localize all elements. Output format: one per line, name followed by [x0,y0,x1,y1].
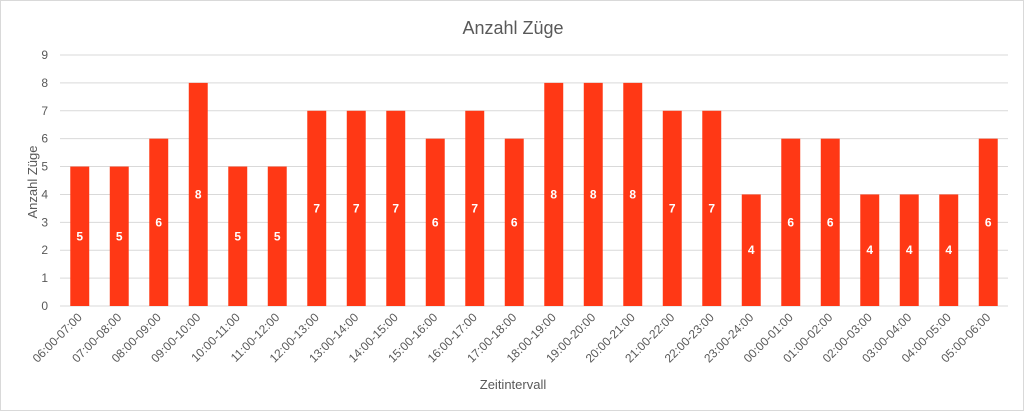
y-tick-label: 3 [41,215,48,229]
data-label: 5 [116,229,123,243]
bar [346,110,366,307]
x-axis-ticks: 06:00-07:0007:00-08:0008:00-09:0009:00-1… [30,310,994,365]
bars [70,82,998,307]
data-label: 5 [76,229,83,243]
data-label: 6 [432,215,439,229]
data-label: 8 [629,187,636,201]
bar [544,82,564,306]
data-label: 4 [748,243,755,257]
data-label: 6 [155,215,162,229]
bar [504,138,524,306]
bar [899,194,919,306]
gridlines [60,54,1008,307]
bar [741,194,761,306]
data-label: 7 [669,201,676,215]
y-axis-title: Anzahl Züge [25,146,40,219]
bar [662,110,682,307]
bar [386,110,406,307]
y-axis-ticks: 0 1 2 3 4 5 6 7 8 9 [41,48,48,313]
bar [228,166,248,306]
data-labels: 5 5 6 8 5 5 7 7 7 6 7 6 8 8 8 7 7 4 6 6 4 4 4 6 [76,187,992,257]
bar [465,110,485,307]
bar [702,110,722,307]
data-label: 7 [708,201,715,215]
bar [978,138,998,306]
data-label: 8 [590,187,597,201]
data-label: 6 [787,215,794,229]
data-label: 7 [353,201,360,215]
data-label: 6 [985,215,992,229]
y-tick-label: 1 [41,271,48,285]
bar [583,82,603,306]
bar [188,82,208,306]
bar [307,110,327,307]
bar [109,166,129,306]
data-label: 7 [313,201,320,215]
data-label: 4 [866,243,873,257]
data-label: 6 [511,215,518,229]
y-tick-label: 6 [41,132,48,146]
data-label: 8 [550,187,557,201]
y-tick-label: 9 [41,48,48,62]
data-label: 7 [471,201,478,215]
bar [70,166,90,306]
bar [623,82,643,306]
data-label: 7 [392,201,399,215]
bar [939,194,959,306]
bar [820,138,840,306]
y-tick-label: 2 [41,243,48,257]
y-tick-label: 0 [41,299,48,313]
chart-title: Anzahl Züge [462,18,563,38]
data-label: 6 [827,215,834,229]
x-axis-title: Zeitintervall [480,377,547,392]
bar [781,138,801,306]
bar [267,166,287,306]
bar [860,194,880,306]
data-label: 5 [274,229,281,243]
y-tick-label: 5 [41,160,48,174]
data-label: 4 [906,243,913,257]
data-label: 5 [234,229,241,243]
bar [149,138,169,306]
y-tick-label: 8 [41,76,48,90]
data-label: 4 [945,243,952,257]
y-tick-label: 4 [41,187,48,201]
data-label: 8 [195,187,202,201]
y-tick-label: 7 [41,104,48,118]
bar [425,138,445,306]
